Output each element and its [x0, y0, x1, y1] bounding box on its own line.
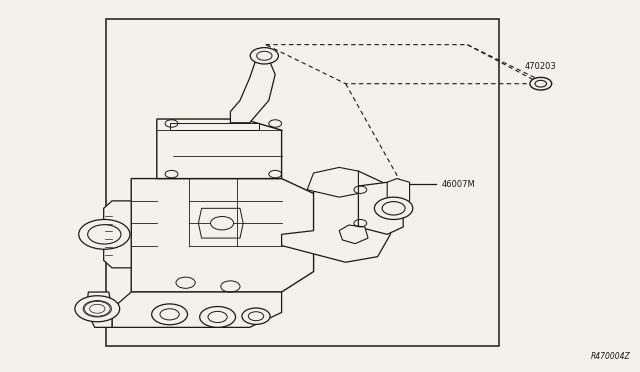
Circle shape [374, 197, 413, 219]
Circle shape [211, 217, 234, 230]
Circle shape [248, 312, 264, 321]
Circle shape [160, 309, 179, 320]
Circle shape [152, 304, 188, 325]
Polygon shape [86, 292, 112, 327]
Polygon shape [307, 167, 358, 197]
Circle shape [257, 51, 272, 60]
Polygon shape [170, 123, 259, 130]
Polygon shape [131, 179, 314, 292]
Circle shape [83, 301, 111, 317]
Polygon shape [358, 182, 403, 234]
Circle shape [208, 311, 227, 323]
Bar [106, 19, 499, 346]
Polygon shape [198, 208, 243, 238]
Text: 46007M: 46007M [442, 180, 476, 189]
Polygon shape [112, 292, 282, 327]
Circle shape [88, 225, 121, 244]
Circle shape [250, 48, 278, 64]
Polygon shape [282, 171, 390, 262]
Circle shape [200, 307, 236, 327]
Polygon shape [157, 119, 282, 179]
Circle shape [79, 219, 130, 249]
Text: R470004Z: R470004Z [591, 352, 630, 361]
Text: 470203: 470203 [525, 62, 557, 71]
Circle shape [530, 77, 552, 90]
Polygon shape [387, 179, 410, 206]
Polygon shape [339, 225, 368, 244]
Circle shape [382, 202, 405, 215]
Circle shape [75, 296, 120, 322]
Circle shape [242, 308, 270, 324]
Polygon shape [104, 201, 131, 268]
Polygon shape [230, 60, 275, 123]
